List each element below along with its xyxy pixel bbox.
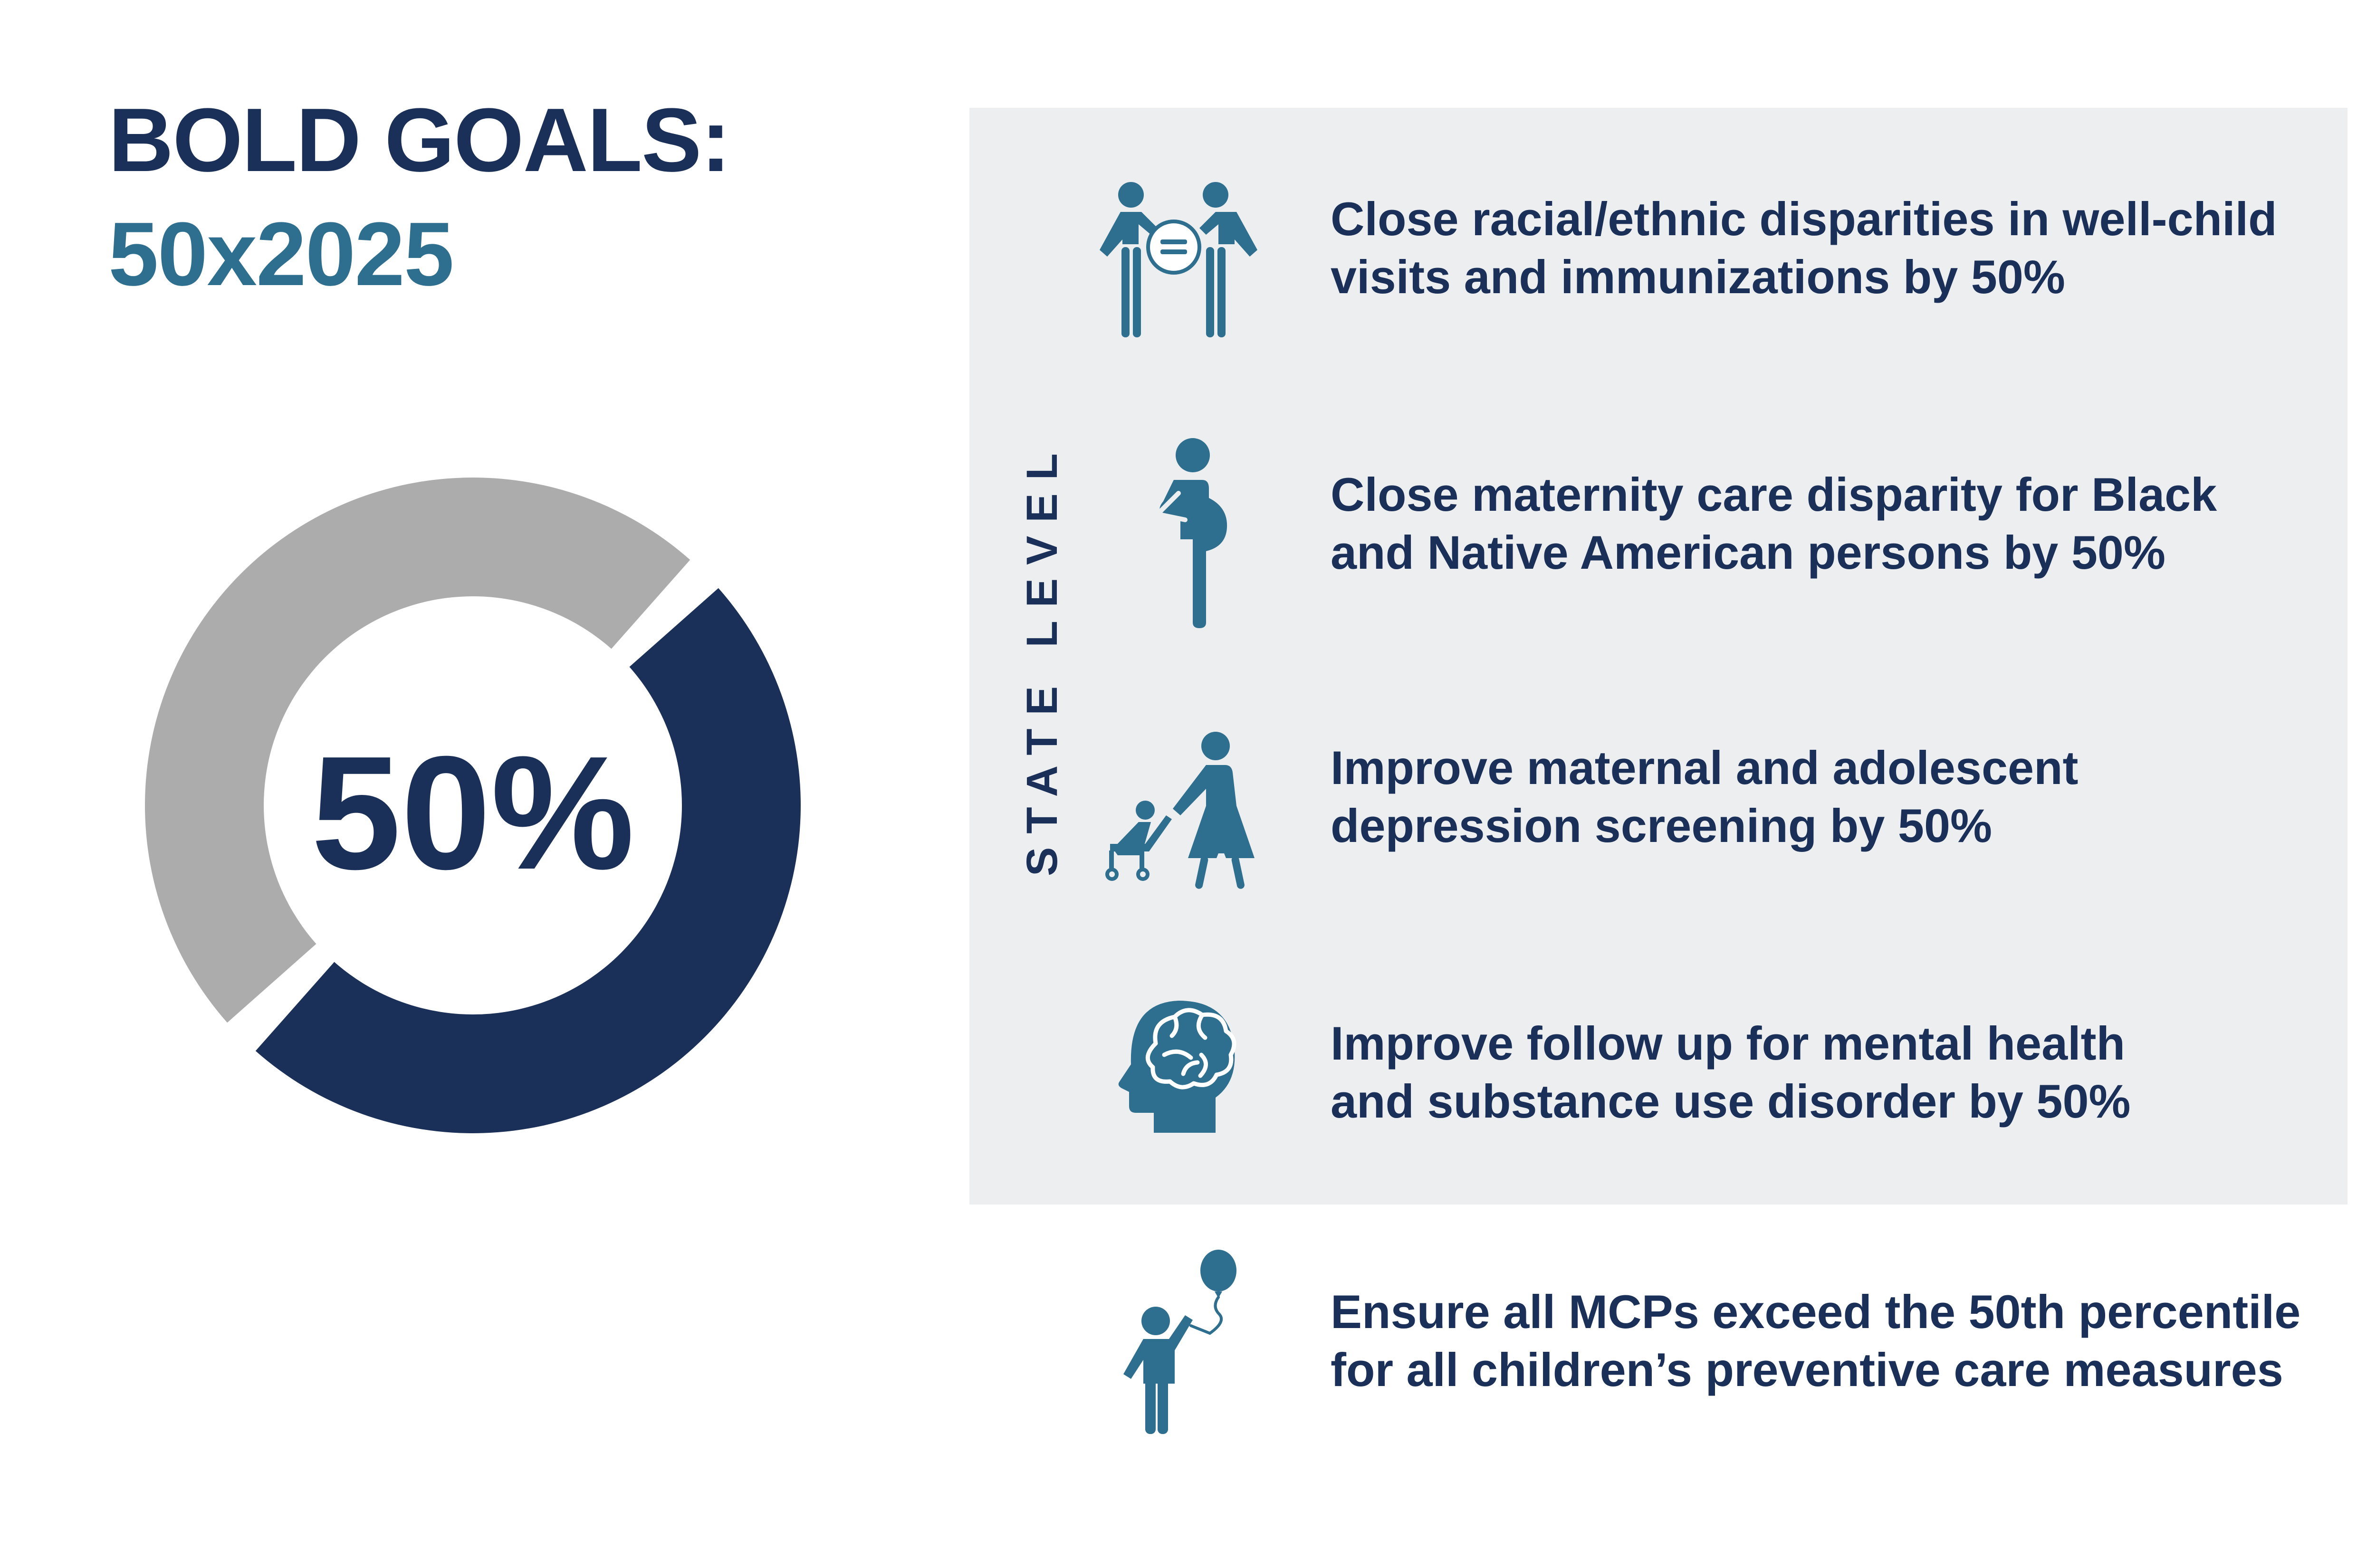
donut-center-label: 50% — [311, 723, 635, 903]
goal-text-line: Improve follow up for mental health — [1331, 1017, 2126, 1070]
page-subtitle: 50x2025 — [108, 204, 454, 305]
goal-item-2: Close maternity care disparity for Black… — [1331, 466, 2376, 582]
page-title: BOLD GOALS: — [108, 90, 731, 191]
equality-people-icon — [1100, 182, 1257, 337]
goal-item-1: Close racial/ethnic disparities in well-… — [1331, 190, 2376, 306]
goal-text-line: and Native American persons by 50% — [1331, 526, 2166, 579]
child-balloon-icon — [1123, 1250, 1236, 1434]
goal-text-line: Close racial/ethnic disparities in well-… — [1331, 192, 2277, 245]
goal-text-line: Improve maternal and adolescent — [1331, 741, 2079, 794]
goal-item-4: Improve follow up for mental health and … — [1331, 1014, 2376, 1130]
progress-donut: 50% — [144, 477, 801, 1134]
goal-text-line: and substance use disorder by 50% — [1331, 1075, 2131, 1128]
brain-head-icon — [1118, 1001, 1236, 1133]
donut-remaining-segment — [144, 477, 690, 1023]
goal-item-5: Ensure all MCPs exceed the 50th percenti… — [1331, 1283, 2376, 1399]
donut-filled-segment — [255, 588, 801, 1134]
goal-text-line: Close maternity care disparity for Black — [1331, 468, 2217, 521]
state-level-label: STATE LEVEL — [1018, 440, 1066, 876]
goal-text-line: for all children’s preventive care measu… — [1331, 1343, 2283, 1396]
goal-text-line: depression screening by 50% — [1331, 799, 1993, 852]
goal-item-3: Improve maternal and adolescent depressi… — [1331, 739, 2376, 855]
goal-text-line: Ensure all MCPs exceed the 50th percenti… — [1331, 1285, 2301, 1338]
parent-stroller-icon — [1105, 732, 1255, 889]
pregnant-person-icon — [1155, 438, 1227, 628]
goal-text-line: visits and immunizations by 50% — [1331, 250, 2065, 303]
